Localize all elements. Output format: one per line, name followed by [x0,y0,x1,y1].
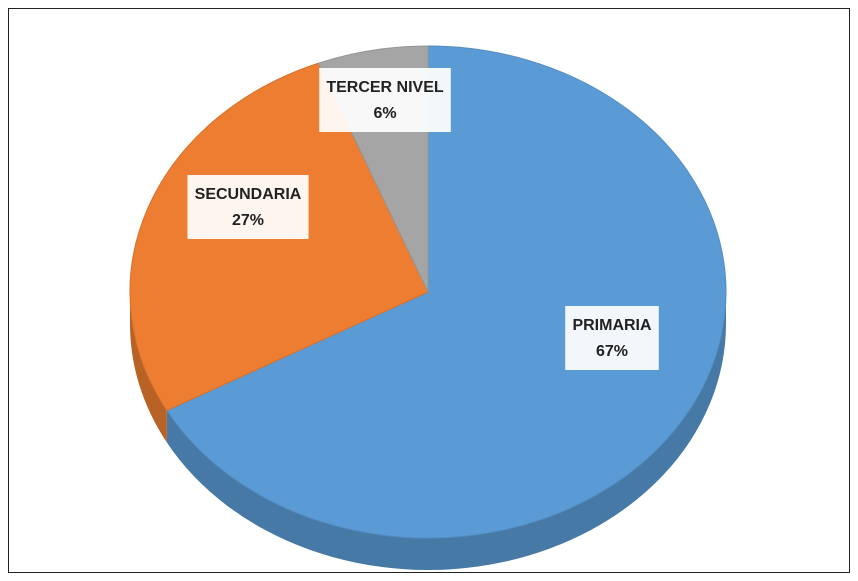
data-label-box [565,306,659,370]
pie-slice [166,45,727,539]
data-label-category: SECUNDARIA [195,186,302,203]
data-label: SECUNDARIA 27% [187,175,309,239]
data-label-value: 67% [596,343,628,360]
data-label-box [319,68,451,132]
pie-side [130,292,167,443]
data-label-category: PRIMARIA [572,317,652,334]
data-label-box [187,175,309,239]
data-label: PRIMARIA 67% [565,306,659,370]
data-label-value: 27% [232,212,264,229]
data-label-category: TERCER NIVEL [326,79,444,96]
data-label-value: 6% [373,105,396,122]
data-label: TERCER NIVEL 6% [319,68,451,132]
